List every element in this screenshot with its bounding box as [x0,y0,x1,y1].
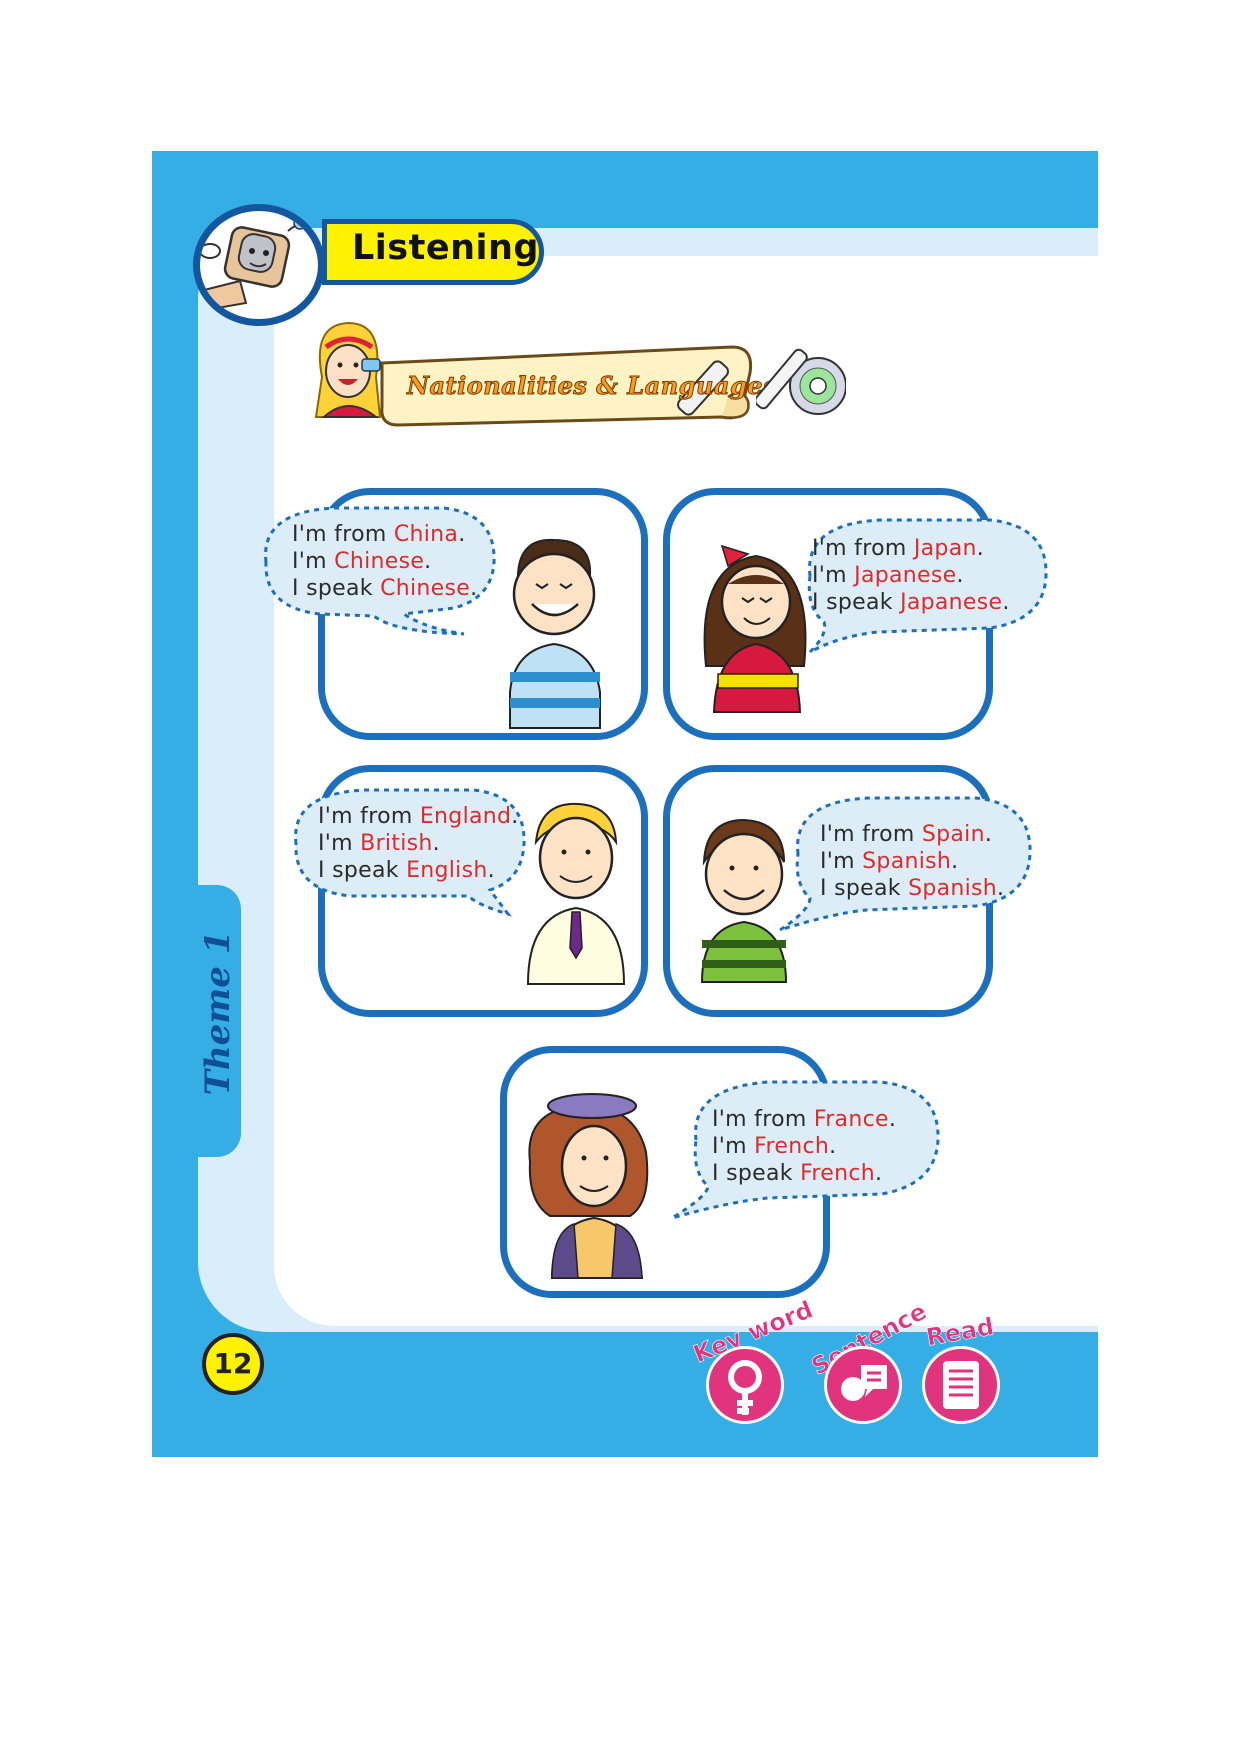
chinese-boy [509,538,601,729]
page-number: 12 [202,1333,264,1395]
card-france-nationality: I'm French. [712,1134,837,1159]
speech-bubble [264,506,496,636]
card-china-from: I'm from China. [292,522,466,547]
card-spain-language: I speak Spanish. [820,876,1005,901]
section-title-pill [322,219,544,285]
card-france-from: I'm from France. [712,1107,897,1132]
card-spain-nationality: I'm Spanish. [820,849,959,874]
card-england-nationality: I'm British. [318,831,440,856]
card-china-nationality: I'm Chinese. [292,549,432,574]
card-japan-nationality: I'm Japanese. [812,563,964,588]
card-china-language: I speak Chinese. [292,576,478,601]
theme-label: Theme 1 [198,930,238,1096]
speech-bubble [671,1080,940,1220]
pen-cd-icon [756,348,846,415]
recorder-icon [200,216,313,313]
british-boy [526,802,626,985]
japanese-girl [703,544,807,713]
card-england-language: I speak English. [318,858,495,883]
card-japan-from: I'm from Japan. [812,536,985,561]
spanish-boy [700,818,788,983]
card-england-from: I'm from England. [318,804,519,829]
key-word-icon[interactable] [706,1346,784,1424]
section-title: Listening [352,228,539,268]
speech-bubble [779,796,1032,932]
banner-title: Nationalities & Languages [406,371,778,401]
listening-badge [193,204,325,326]
read-icon[interactable] [922,1346,1000,1424]
card-france-language: I speak French. [712,1161,883,1186]
card-japan-language: I speak Japanese. [812,590,1010,615]
theme-tab [196,885,241,1157]
sentence-icon[interactable] [824,1346,902,1424]
banner-scroll [314,321,753,427]
french-girl [528,1093,649,1279]
speech-bubble [294,788,526,917]
speech-bubble [807,518,1048,654]
card-spain-from: I'm from Spain. [820,822,993,847]
